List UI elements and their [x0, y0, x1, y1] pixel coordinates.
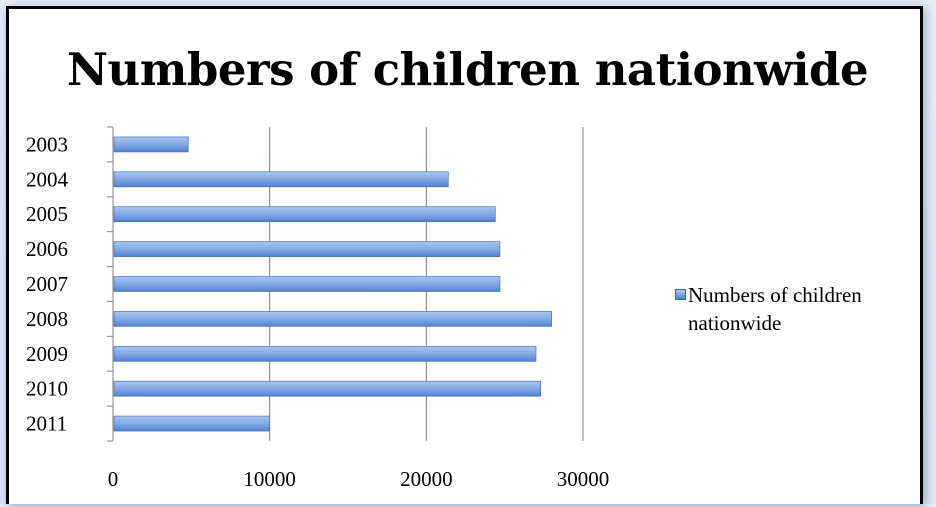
legend-label: Numbers of children nationwide: [688, 283, 862, 335]
bar-2007: [113, 276, 501, 292]
y-tick-label: 2011: [26, 412, 67, 436]
bar-2011: [113, 415, 270, 432]
x-tick-label: 30000: [557, 467, 610, 491]
bar-chart: 0 10000 20000 30000 2003 2004 2005 2006 2007 2008…: [26, 126, 610, 491]
y-tick-label: 2003: [26, 132, 68, 156]
y-tick-label: 2008: [26, 307, 68, 331]
chart-title: Numbers of children nationwide: [66, 43, 869, 96]
chart-frame: Numbers of children nationwide 0 10000 200…: [6, 6, 923, 504]
y-tick-label: 2007: [26, 272, 68, 296]
bar-2003: [113, 136, 189, 153]
x-tick-label: 20000: [400, 467, 453, 491]
y-tick-label: 2006: [26, 237, 68, 261]
bar-2006: [113, 241, 501, 257]
bar-2005: [113, 206, 496, 223]
bar-2004: [113, 171, 449, 188]
x-tick-label: 10000: [243, 467, 296, 491]
y-tick-label: 2004: [26, 167, 69, 191]
y-tick-label: 2010: [26, 377, 68, 401]
x-tick-label: 0: [108, 467, 119, 491]
y-tick-label: 2005: [26, 202, 68, 226]
bar-2009: [113, 345, 537, 362]
y-tick-label: 2009: [26, 342, 68, 366]
bar-2010: [113, 380, 542, 397]
bar-2008: [113, 311, 552, 327]
legend-swatch: [675, 289, 686, 300]
